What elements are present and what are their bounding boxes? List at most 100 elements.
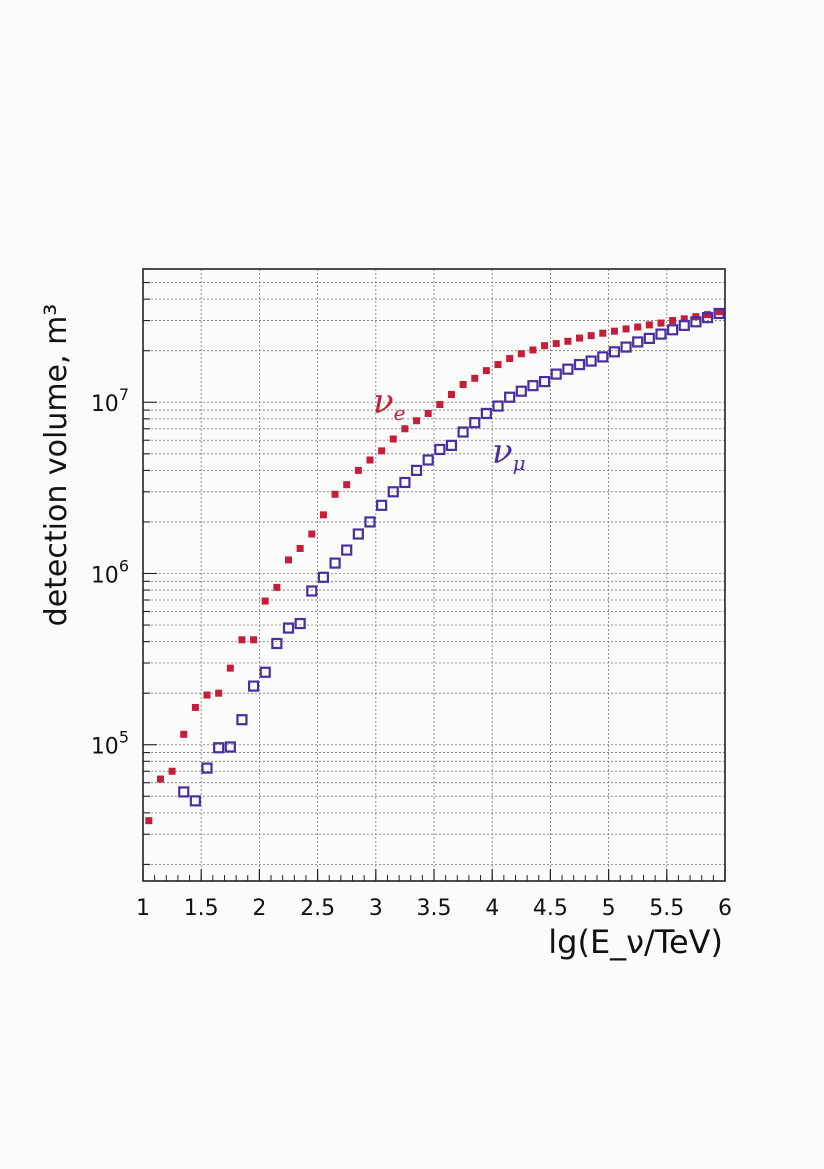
point-nu-mu <box>224 741 236 753</box>
point-nu-e <box>471 374 479 382</box>
grid <box>143 268 725 881</box>
point-nu-mu <box>597 351 609 363</box>
point-nu-mu <box>480 407 492 420</box>
point-nu-e <box>238 636 246 644</box>
point-nu-e <box>506 355 514 363</box>
point-nu-mu <box>201 762 213 774</box>
y-tick-label: 106 <box>91 556 129 588</box>
point-nu-e <box>308 530 316 538</box>
point-nu-mu <box>341 544 353 556</box>
point-nu-mu <box>410 464 423 476</box>
point-nu-mu <box>643 332 655 344</box>
point-nu-mu <box>492 400 504 412</box>
tick-marks <box>142 268 726 881</box>
point-nu-e <box>168 767 176 775</box>
point-nu-mu <box>422 454 434 466</box>
point-nu-e <box>459 380 467 388</box>
point-nu-mu <box>189 795 201 807</box>
point-nu-e <box>285 556 292 564</box>
point-nu-mu <box>445 439 458 451</box>
point-nu-mu <box>178 786 190 798</box>
point-nu-mu <box>713 307 725 320</box>
point-nu-mu <box>562 363 574 375</box>
point-nu-e <box>436 401 444 409</box>
x-tick-label: 5.5 <box>649 896 684 921</box>
x-tick-labels: 1 1.5 2 2.5 3 3.5 4 4.5 5 5.5 6 <box>136 896 732 921</box>
x-tick-label: 1.5 <box>184 896 219 921</box>
point-nu-e <box>622 325 630 333</box>
point-nu-mu <box>213 742 225 754</box>
point-nu-mu <box>632 336 644 348</box>
point-nu-mu <box>329 557 341 569</box>
point-nu-e <box>610 327 618 335</box>
point-nu-mu <box>678 319 690 332</box>
point-nu-e <box>389 435 397 443</box>
point-nu-mu <box>247 680 260 692</box>
point-nu-e <box>354 466 362 474</box>
x-tick-label: 3 <box>369 896 383 921</box>
point-nu-e <box>645 321 653 329</box>
point-nu-e <box>715 308 723 316</box>
point-nu-e <box>576 334 583 342</box>
point-nu-e <box>529 346 537 354</box>
point-nu-mu <box>608 346 621 358</box>
x-axis-title: lg(E_ν/TeV) <box>548 923 723 961</box>
x-tick-label: 1 <box>136 896 150 921</box>
point-nu-e <box>215 689 223 697</box>
series-label-nu-mu: νμ <box>492 432 526 475</box>
y-tick-label: 105 <box>91 728 129 760</box>
point-nu-e <box>599 329 607 337</box>
point-nu-e <box>250 636 258 644</box>
point-nu-mu <box>701 312 714 324</box>
point-nu-mu <box>317 571 330 583</box>
point-nu-e <box>145 817 153 825</box>
point-nu-e <box>680 315 688 323</box>
point-nu-mu <box>434 443 446 456</box>
point-nu-mu <box>236 714 248 726</box>
x-tick-label: 2.5 <box>300 896 335 921</box>
point-nu-e <box>564 337 572 345</box>
point-nu-mu <box>538 376 551 388</box>
point-nu-mu <box>399 476 411 489</box>
point-nu-e <box>413 417 421 425</box>
point-nu-mu <box>573 358 586 371</box>
x-tick-label: 6 <box>718 896 732 921</box>
x-tick-label: 4.5 <box>533 896 568 921</box>
point-nu-mu <box>457 426 469 438</box>
x-tick-label: 3.5 <box>417 896 452 921</box>
point-nu-e <box>261 597 269 605</box>
point-nu-mu <box>259 666 271 678</box>
point-nu-e <box>634 323 642 331</box>
point-nu-e <box>494 361 502 369</box>
point-nu-e <box>180 730 188 738</box>
x-tick-label: 5 <box>602 896 616 921</box>
point-nu-e <box>366 456 374 464</box>
series-label-nu-e: νe <box>373 382 406 425</box>
point-nu-e <box>273 583 281 591</box>
point-nu-e <box>319 511 327 519</box>
point-nu-e <box>552 340 560 348</box>
point-nu-e <box>331 490 339 498</box>
point-nu-e <box>447 390 455 398</box>
y-tick-labels: 105 106 107 <box>91 385 129 759</box>
point-nu-e <box>541 342 549 350</box>
point-nu-mu <box>620 341 632 353</box>
point-nu-e <box>587 332 595 340</box>
point-nu-e <box>226 664 234 672</box>
point-nu-mu <box>667 324 679 336</box>
point-nu-e <box>156 775 164 783</box>
point-nu-mu <box>550 368 562 380</box>
point-nu-mu <box>271 637 283 650</box>
point-nu-mu <box>387 486 399 498</box>
point-nu-mu <box>376 499 388 511</box>
x-tick-label: 2 <box>252 896 266 921</box>
point-nu-e <box>669 317 677 325</box>
point-nu-mu <box>364 516 376 528</box>
point-nu-e <box>343 481 351 489</box>
point-nu-mu <box>294 617 306 630</box>
point-nu-mu <box>655 328 667 340</box>
point-nu-e <box>401 425 409 433</box>
point-nu-mu <box>282 622 295 634</box>
data-points <box>145 307 725 825</box>
